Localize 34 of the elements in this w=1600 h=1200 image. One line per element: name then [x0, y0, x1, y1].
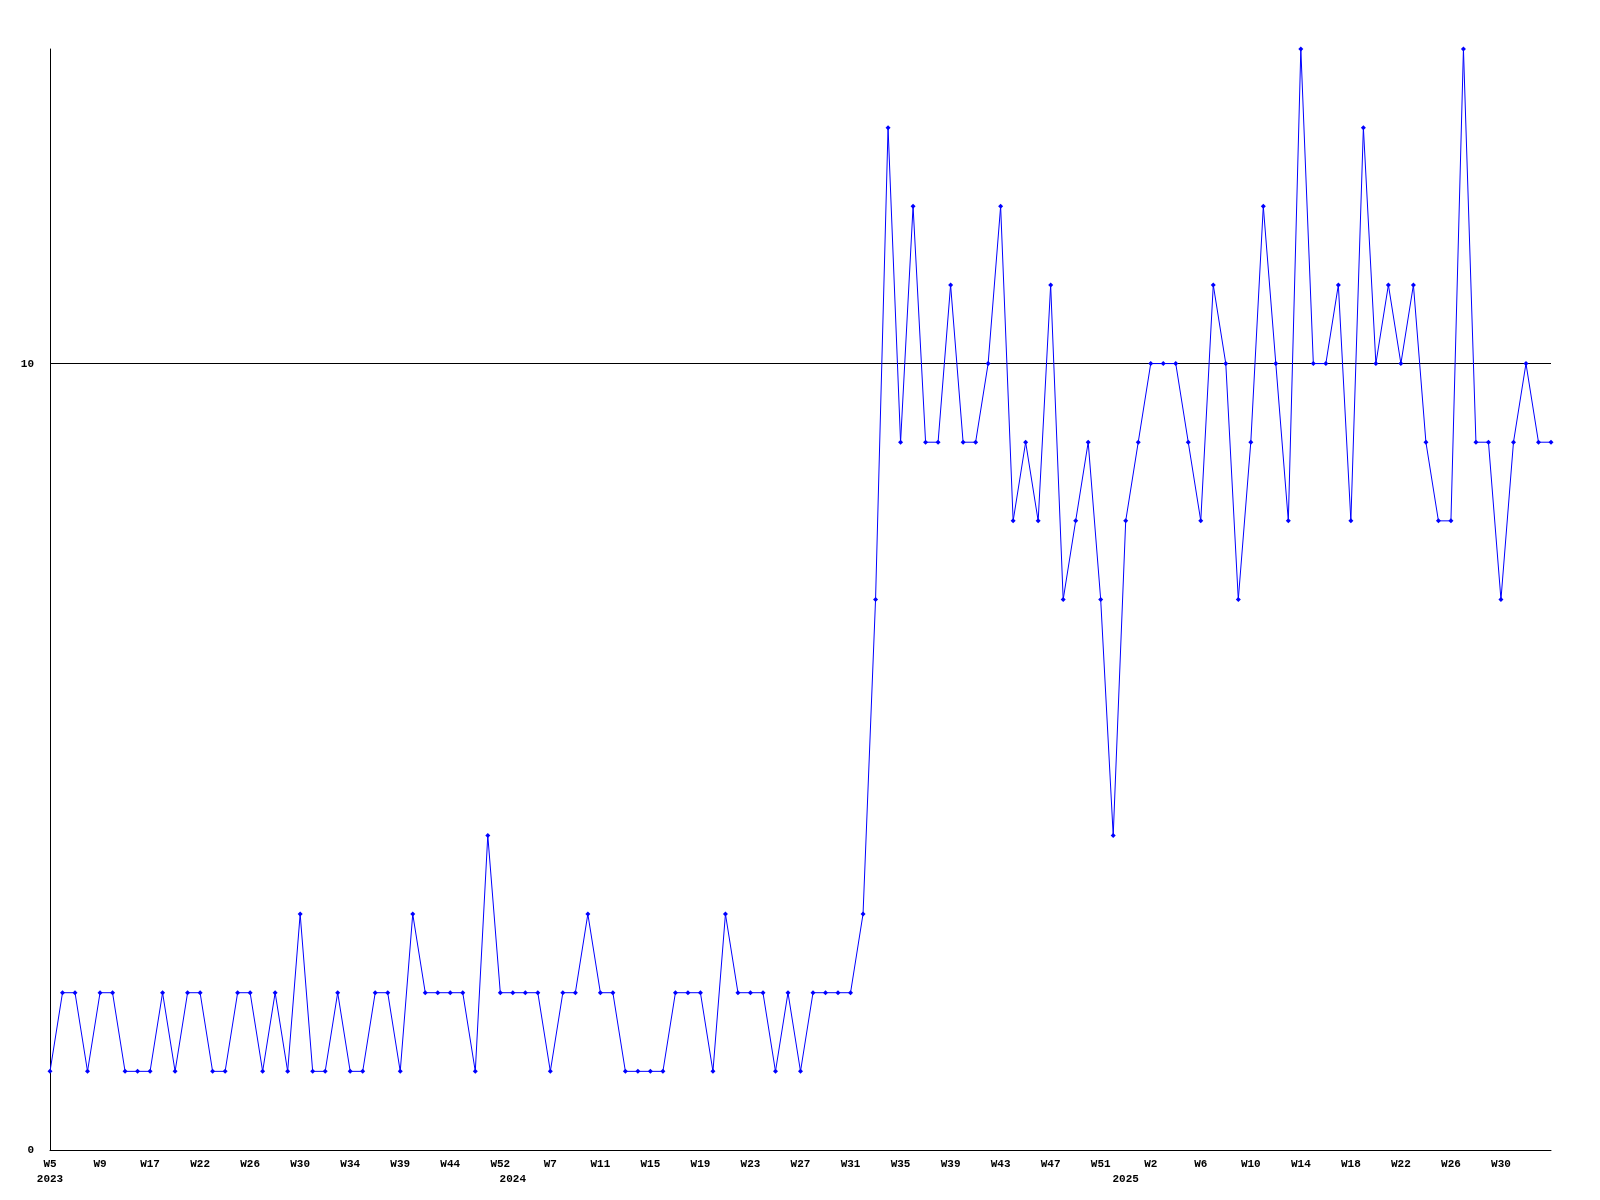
x-tick-label: W31: [840, 1157, 861, 1170]
x-tick-label: W51: [1090, 1157, 1111, 1170]
x-tick-label: W30: [290, 1157, 311, 1170]
x-tick-label: W23: [740, 1157, 761, 1170]
x-tick-label: W39: [940, 1157, 961, 1170]
x-tick-label: W9: [93, 1157, 107, 1170]
x-tick-label: W35: [890, 1157, 911, 1170]
x-tick-label: W14: [1290, 1157, 1312, 1170]
x-tick-label: 2024: [499, 1172, 527, 1185]
x-tick-label: W34: [340, 1157, 361, 1170]
x-tick-label: W7: [543, 1157, 557, 1170]
x-tick-label: W10: [1240, 1157, 1261, 1170]
x-tick-label: W26: [240, 1157, 261, 1170]
x-tick-label: W5 2023: [36, 1157, 64, 1185]
x-tick-label: W30: [1491, 1157, 1511, 1170]
x-tick-label: 2025: [1112, 1172, 1140, 1185]
y-tick-label: 0: [27, 1144, 34, 1156]
x-tick-label: W47: [1040, 1157, 1061, 1170]
x-tick-label: W52: [490, 1157, 511, 1170]
x-tick-label: W18: [1340, 1157, 1362, 1170]
x-tick-label: W26: [1441, 1157, 1461, 1170]
x-tick-label: W43: [990, 1157, 1011, 1170]
x-tick-label: W19: [690, 1157, 711, 1170]
x-tick-label: W17: [140, 1157, 160, 1170]
x-tick-label: W22: [1390, 1157, 1411, 1170]
x-tick-label: W2: [1144, 1157, 1158, 1170]
x-tick-label: W44: [440, 1157, 461, 1170]
x-tick-label: W11: [590, 1157, 611, 1170]
x-tick-label: W39: [390, 1157, 411, 1170]
x-tick-label: W27: [790, 1157, 811, 1170]
x-tick-label: W15: [640, 1157, 661, 1170]
y-tick-label: 10: [20, 357, 34, 370]
x-tick-label: W22: [190, 1157, 211, 1170]
x-tick-label: W6: [1194, 1157, 1208, 1170]
